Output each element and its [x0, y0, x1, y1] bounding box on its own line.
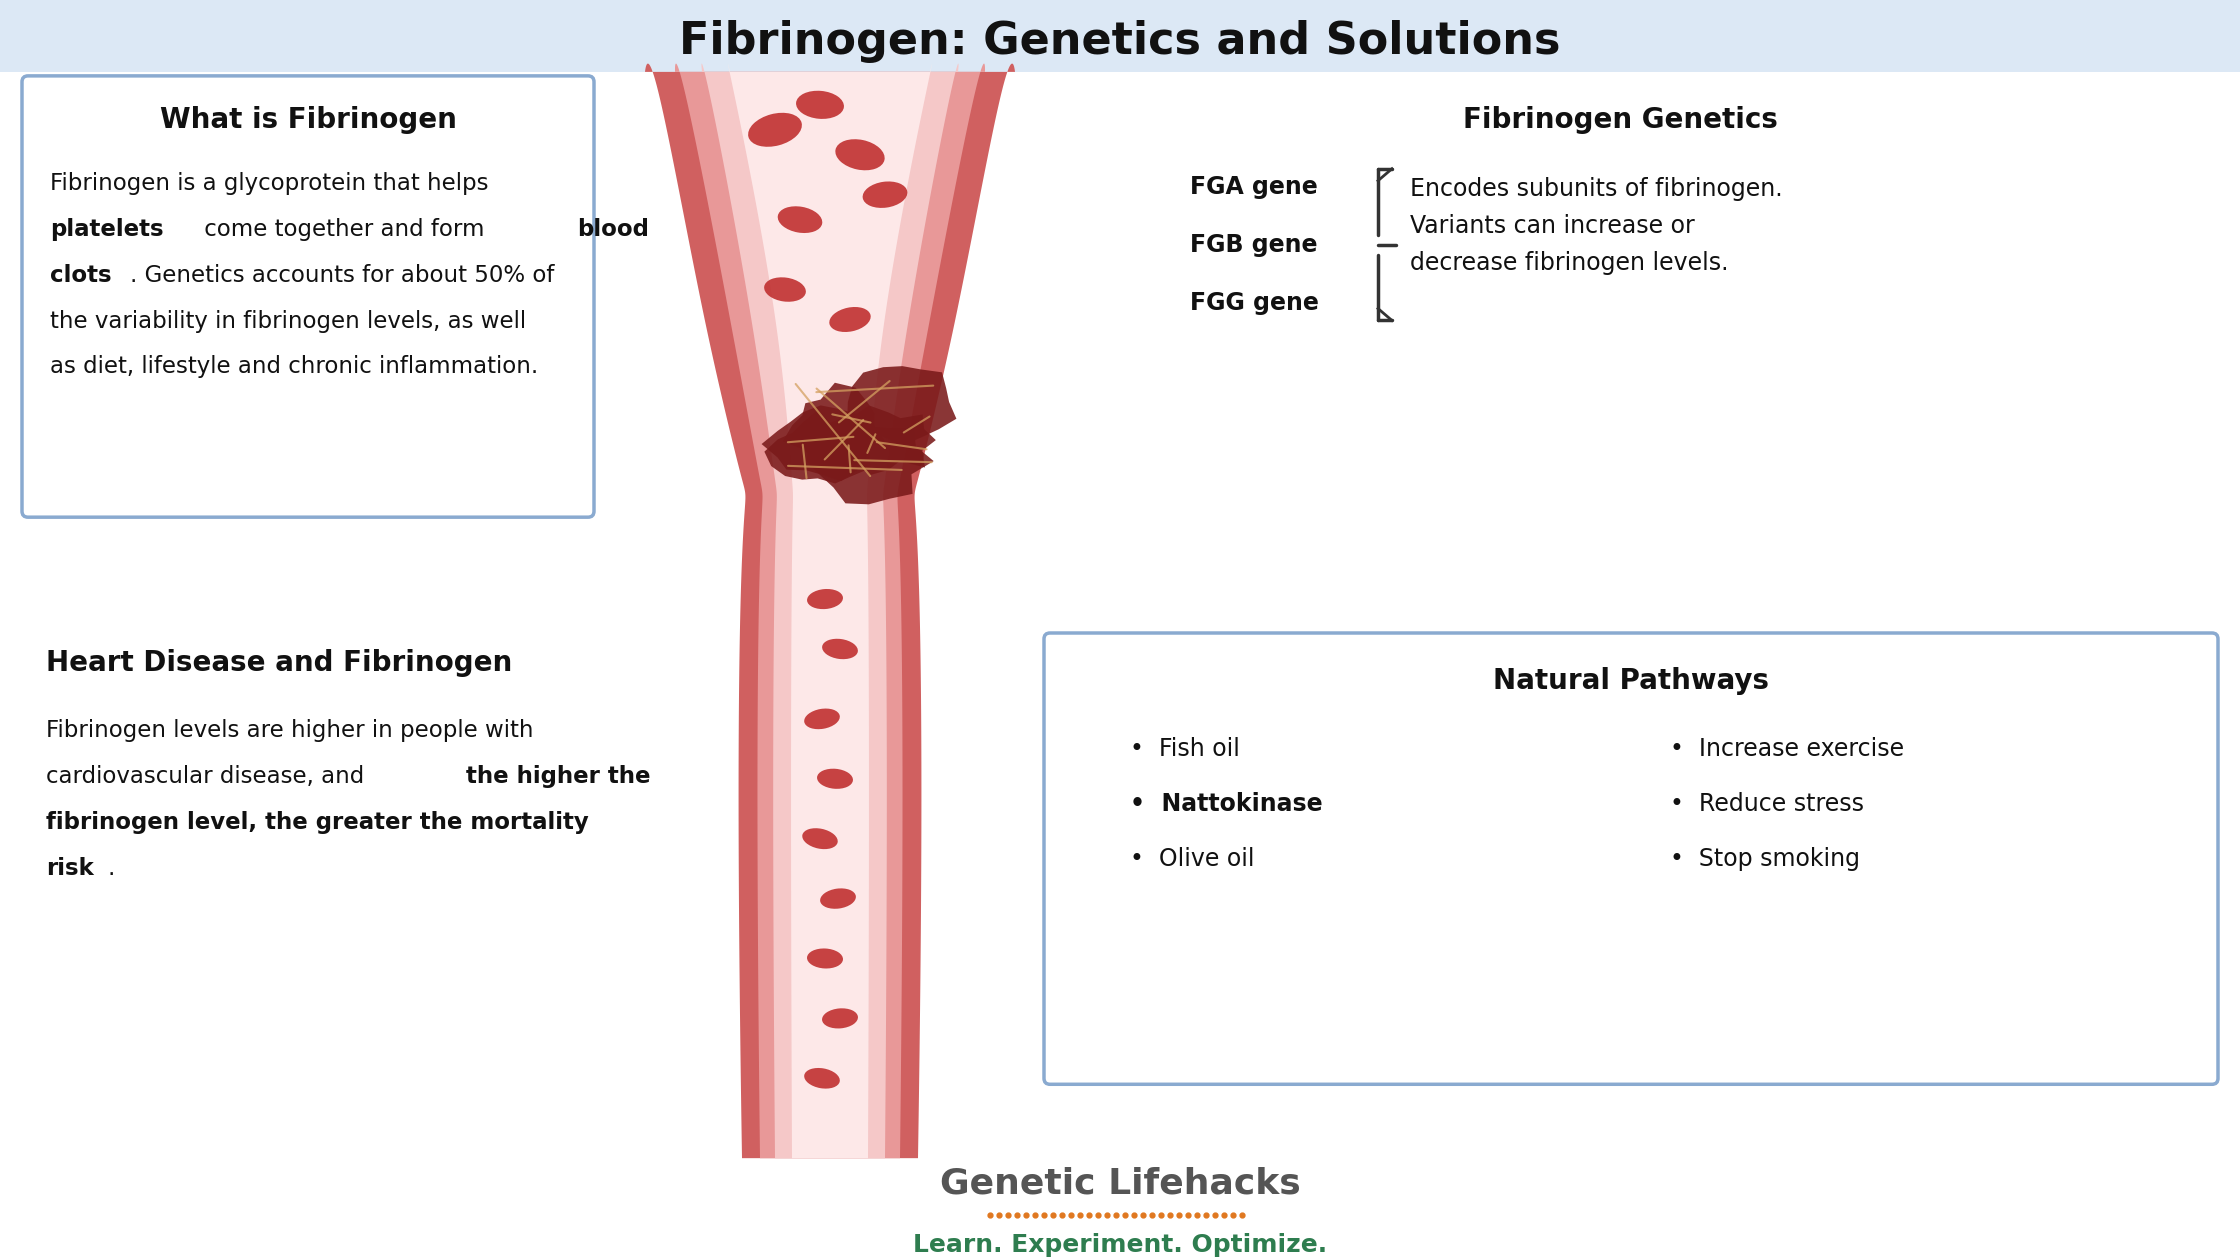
- Text: the variability in fibrinogen levels, as well: the variability in fibrinogen levels, as…: [49, 310, 526, 333]
- Text: come together and form: come together and form: [197, 218, 491, 241]
- Ellipse shape: [795, 91, 844, 118]
- Text: •  Reduce stress: • Reduce stress: [1671, 791, 1864, 815]
- Ellipse shape: [822, 1008, 858, 1028]
- Text: Fibrinogen levels are higher in people with: Fibrinogen levels are higher in people w…: [47, 719, 533, 742]
- Text: What is Fibrinogen: What is Fibrinogen: [159, 106, 457, 134]
- Ellipse shape: [806, 949, 842, 969]
- Ellipse shape: [777, 207, 822, 233]
- FancyBboxPatch shape: [22, 76, 594, 517]
- Text: cardiovascular disease, and: cardiovascular disease, and: [47, 765, 372, 788]
- Text: Natural Pathways: Natural Pathways: [1494, 667, 1770, 696]
- Polygon shape: [728, 63, 932, 1158]
- Text: •  Stop smoking: • Stop smoking: [1671, 847, 1859, 871]
- Polygon shape: [764, 410, 871, 484]
- Text: FGA gene: FGA gene: [1189, 175, 1317, 199]
- Polygon shape: [674, 63, 986, 1158]
- Ellipse shape: [802, 828, 838, 849]
- Text: •  Olive oil: • Olive oil: [1129, 847, 1254, 871]
- Text: Fibrinogen Genetics: Fibrinogen Genetics: [1463, 106, 1776, 134]
- Ellipse shape: [764, 277, 806, 301]
- Ellipse shape: [822, 639, 858, 659]
- Text: .: .: [108, 857, 114, 879]
- Text: FGB gene: FGB gene: [1189, 233, 1317, 257]
- Text: blood: blood: [578, 218, 650, 241]
- Text: Fibrinogen: Genetics and Solutions: Fibrinogen: Genetics and Solutions: [679, 20, 1561, 63]
- Text: Learn. Experiment. Optimize.: Learn. Experiment. Optimize.: [914, 1234, 1326, 1257]
- Text: •  Fish oil: • Fish oil: [1129, 737, 1241, 761]
- Polygon shape: [645, 63, 1015, 1158]
- Polygon shape: [851, 406, 936, 475]
- Ellipse shape: [829, 307, 871, 331]
- Ellipse shape: [804, 1068, 840, 1089]
- Text: clots: clots: [49, 263, 112, 286]
- Text: Heart Disease and Fibrinogen: Heart Disease and Fibrinogen: [47, 649, 513, 677]
- Polygon shape: [782, 383, 885, 467]
- Ellipse shape: [804, 708, 840, 730]
- FancyBboxPatch shape: [0, 0, 2240, 72]
- Text: as diet, lifestyle and chronic inflammation.: as diet, lifestyle and chronic inflammat…: [49, 355, 538, 378]
- Text: fibrinogen level, the greater the mortality: fibrinogen level, the greater the mortal…: [47, 810, 589, 834]
- Text: •  Nattokinase: • Nattokinase: [1129, 791, 1322, 815]
- Polygon shape: [847, 367, 956, 446]
- Text: Genetic Lifehacks: Genetic Lifehacks: [939, 1166, 1301, 1200]
- Text: Fibrinogen is a glycoprotein that helps: Fibrinogen is a glycoprotein that helps: [49, 171, 488, 195]
- Text: •  Increase exercise: • Increase exercise: [1671, 737, 1904, 761]
- Text: FGG gene: FGG gene: [1189, 291, 1319, 315]
- Ellipse shape: [748, 113, 802, 146]
- Polygon shape: [701, 63, 959, 1158]
- FancyBboxPatch shape: [1044, 633, 2218, 1085]
- Text: risk: risk: [47, 857, 94, 879]
- Text: platelets: platelets: [49, 218, 164, 241]
- Ellipse shape: [862, 181, 907, 208]
- Text: . Genetics accounts for about 50% of: . Genetics accounts for about 50% of: [130, 263, 553, 286]
- Ellipse shape: [836, 139, 885, 170]
- Text: the higher the: the higher the: [466, 765, 650, 788]
- Text: Encodes subunits of fibrinogen.
Variants can increase or
decrease fibrinogen lev: Encodes subunits of fibrinogen. Variants…: [1409, 176, 1783, 276]
- Polygon shape: [806, 417, 934, 504]
- Ellipse shape: [818, 769, 853, 789]
- Ellipse shape: [820, 888, 856, 908]
- Polygon shape: [762, 406, 867, 481]
- Ellipse shape: [806, 588, 842, 609]
